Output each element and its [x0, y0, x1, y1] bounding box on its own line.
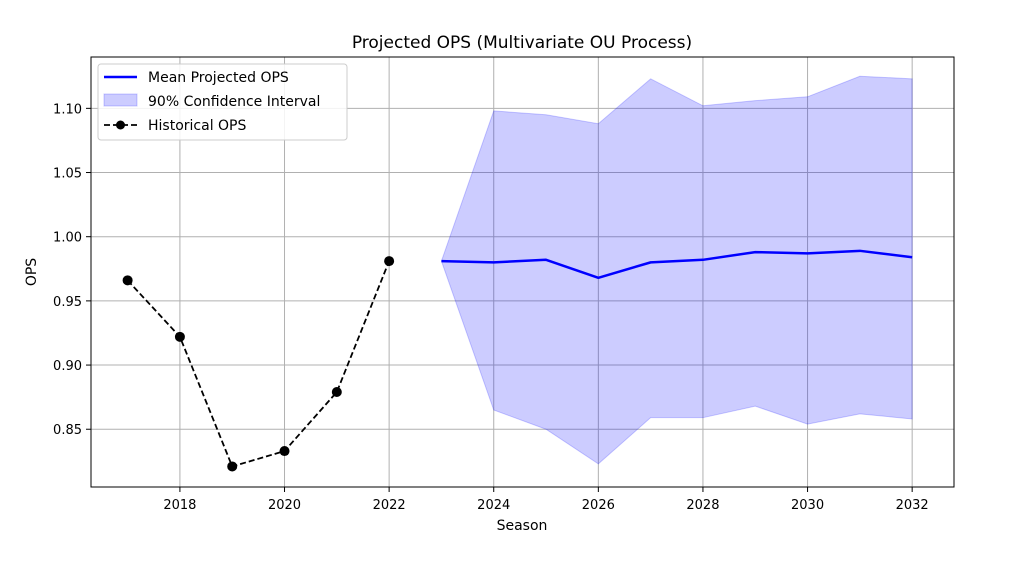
x-tick-label: 2022 — [373, 498, 406, 513]
historical-ops-point — [174, 331, 185, 342]
legend-label-ci: 90% Confidence Interval — [148, 94, 320, 110]
confidence-interval-band — [440, 75, 913, 465]
y-tick-label: 1.10 — [53, 102, 82, 117]
x-tick-label: 2020 — [268, 498, 301, 513]
historical-ops-point — [122, 275, 133, 286]
mean-projected-ops-line — [441, 249, 913, 280]
plot-frame — [90, 56, 955, 488]
historical-markers — [122, 256, 395, 472]
y-tick-label: 0.90 — [53, 359, 82, 374]
x-tick-label: 2032 — [896, 498, 929, 513]
x-tick-label: 2024 — [477, 498, 510, 513]
y-tick-label: 1.00 — [53, 231, 82, 246]
y-tick-label: 0.95 — [53, 295, 82, 310]
legend-marker-historical — [116, 120, 125, 130]
chart-title: Projected OPS (Multivariate OU Process) — [352, 33, 692, 53]
historical-ops-line — [126, 260, 390, 468]
x-tick-label: 2030 — [791, 498, 824, 513]
grid — [91, 57, 954, 487]
x-tick-label: 2028 — [686, 498, 719, 513]
historical-ops-point — [227, 461, 238, 472]
historical-ops-point — [279, 446, 290, 457]
axis-ticks: 2018 2020 2022 2024 2026 2028 2030 2032 0.85 0.90… — [53, 102, 929, 513]
y-axis-label: OPS — [24, 258, 40, 286]
series-lines — [126, 249, 913, 468]
historical-ops-point — [384, 256, 395, 267]
legend-box — [97, 63, 348, 141]
x-axis-label: Season — [497, 518, 548, 534]
y-tick-label: 0.85 — [53, 423, 82, 438]
historical-ops-point — [331, 387, 342, 398]
x-tick-label: 2026 — [582, 498, 615, 513]
confidence-band — [440, 75, 913, 465]
legend-label-historical: Historical OPS — [148, 118, 246, 134]
legend-label-mean: Mean Projected OPS — [148, 70, 289, 86]
y-tick-label: 1.05 — [53, 167, 82, 182]
x-tick-label: 2018 — [163, 498, 196, 513]
legend: Mean Projected OPS 90% Confidence Interv… — [97, 63, 348, 141]
legend-swatch-ci — [103, 93, 138, 107]
